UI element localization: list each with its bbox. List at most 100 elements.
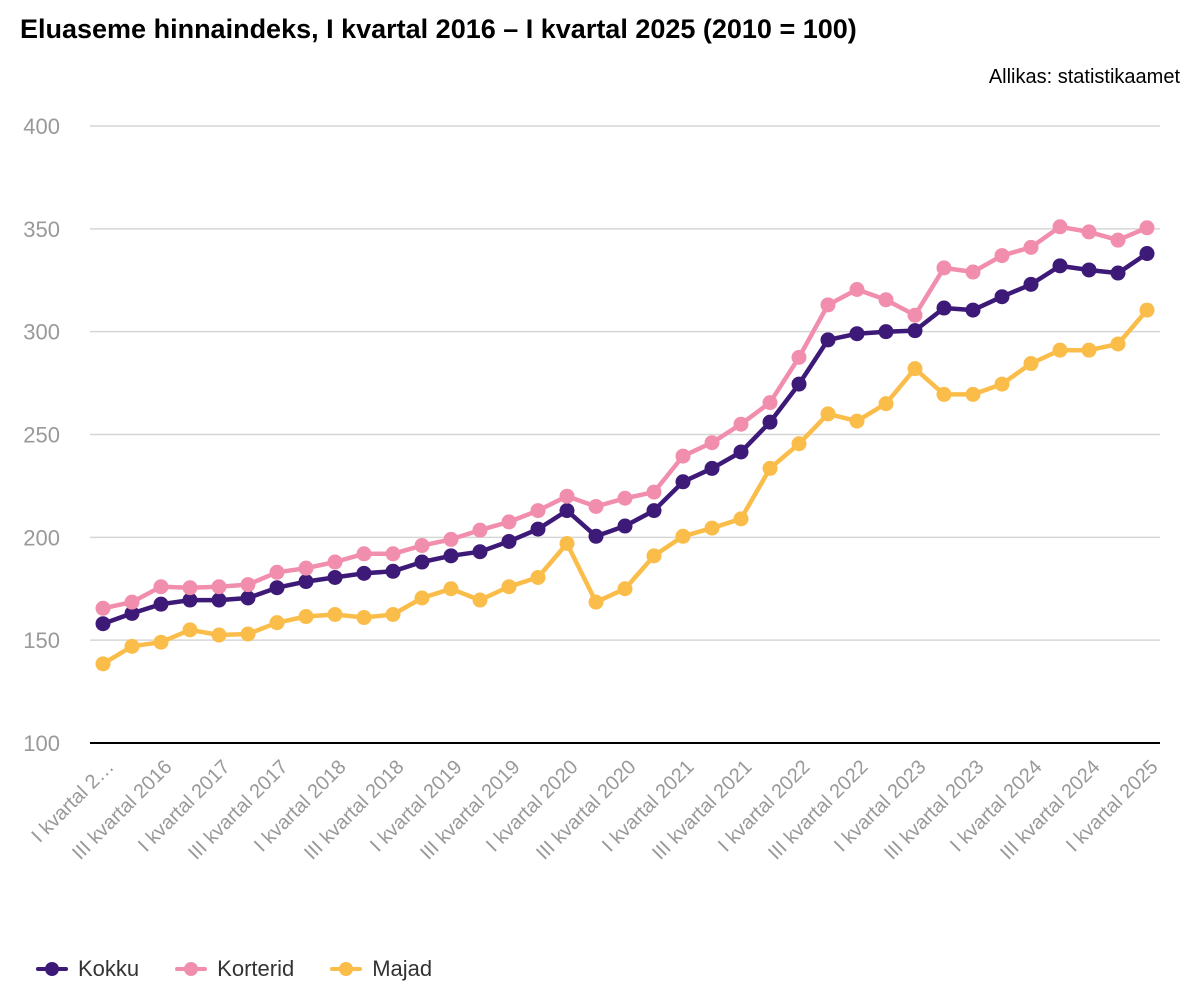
data-point <box>733 444 749 460</box>
data-point <box>95 600 111 616</box>
data-point <box>617 581 633 597</box>
x-tick-label: III kvartal 2020 <box>532 756 640 864</box>
data-point <box>501 533 517 549</box>
data-point <box>936 260 952 276</box>
chart-title: Eluaseme hinnaindeks, I kvartal 2016 – I… <box>20 14 857 44</box>
data-point <box>762 395 778 411</box>
data-point <box>182 580 198 596</box>
data-point <box>849 326 865 342</box>
data-point <box>936 386 952 402</box>
y-tick-label: 150 <box>23 628 60 653</box>
data-point <box>298 609 314 625</box>
data-point <box>791 436 807 452</box>
x-tick-label: III kvartal 2017 <box>184 756 292 864</box>
data-point <box>1023 276 1039 292</box>
data-point <box>849 413 865 429</box>
series-line-kokku <box>100 251 1150 626</box>
data-point <box>153 634 169 650</box>
data-point <box>95 656 111 672</box>
data-point <box>327 569 343 585</box>
data-point <box>559 536 575 552</box>
y-tick-label: 200 <box>23 525 60 550</box>
data-point <box>414 590 430 606</box>
data-point <box>1110 336 1126 352</box>
data-point <box>414 538 430 554</box>
data-point <box>327 606 343 622</box>
data-point <box>907 361 923 377</box>
data-point <box>675 528 691 544</box>
data-point <box>95 616 111 632</box>
data-point <box>356 565 372 581</box>
data-point <box>1052 342 1068 358</box>
data-point <box>907 323 923 339</box>
data-point <box>124 605 140 621</box>
data-point <box>211 592 227 608</box>
data-point <box>762 414 778 430</box>
data-point <box>298 574 314 590</box>
data-point <box>240 626 256 642</box>
chart-source: Allikas: statistikaamet <box>988 66 1180 88</box>
y-tick-label: 400 <box>23 114 60 139</box>
y-axis-ticks: 100 150 200 250 300 350 400 <box>23 114 60 756</box>
data-point <box>385 606 401 622</box>
data-point <box>965 386 981 402</box>
data-point <box>617 518 633 534</box>
legend-item-korterid[interactable]: Korterid <box>175 956 294 982</box>
legend-item-kokku[interactable]: Kokku <box>36 956 139 982</box>
legend-item-majad[interactable]: Majad <box>330 956 432 982</box>
data-point <box>588 498 604 514</box>
legend-label: Majad <box>372 956 433 981</box>
data-point <box>849 282 865 298</box>
data-point <box>182 622 198 638</box>
data-point <box>124 638 140 654</box>
x-tick-label: III kvartal 2018 <box>300 756 408 864</box>
data-point <box>1023 356 1039 372</box>
data-point <box>153 579 169 595</box>
data-point <box>1081 224 1097 240</box>
data-point <box>472 544 488 560</box>
y-tick-label: 350 <box>23 217 60 242</box>
data-point <box>211 579 227 595</box>
data-point <box>646 548 662 564</box>
data-point <box>385 546 401 562</box>
x-tick-label: III kvartal 2024 <box>996 756 1104 864</box>
data-point <box>530 503 546 519</box>
data-point <box>1139 220 1155 236</box>
x-tick-label: III kvartal 2019 <box>416 756 524 864</box>
data-point <box>153 596 169 612</box>
data-point <box>675 448 691 464</box>
data-point <box>878 292 894 308</box>
data-point <box>269 564 285 580</box>
data-point <box>733 511 749 527</box>
data-point <box>124 594 140 610</box>
x-tick-label: III kvartal 2021 <box>648 756 756 864</box>
data-point <box>617 490 633 506</box>
data-point <box>791 349 807 365</box>
data-point <box>501 579 517 595</box>
data-point <box>356 546 372 562</box>
series-line-korterid <box>100 224 1150 611</box>
data-point <box>675 474 691 490</box>
data-point <box>443 548 459 564</box>
data-point <box>530 521 546 537</box>
data-point <box>182 592 198 608</box>
grid-lines <box>90 125 1160 744</box>
data-point <box>269 615 285 631</box>
data-point <box>327 554 343 570</box>
legend-label: Kokku <box>78 956 140 981</box>
data-point <box>443 531 459 547</box>
data-point <box>820 406 836 422</box>
series-majad <box>95 302 1155 672</box>
data-point <box>907 307 923 323</box>
data-point <box>878 396 894 412</box>
data-point <box>501 514 517 530</box>
x-tick-label: III kvartal 2016 <box>68 756 176 864</box>
data-point <box>385 563 401 579</box>
data-point <box>472 522 488 538</box>
data-point <box>704 435 720 451</box>
data-point <box>965 302 981 318</box>
data-point <box>1110 265 1126 281</box>
data-point <box>211 627 227 643</box>
